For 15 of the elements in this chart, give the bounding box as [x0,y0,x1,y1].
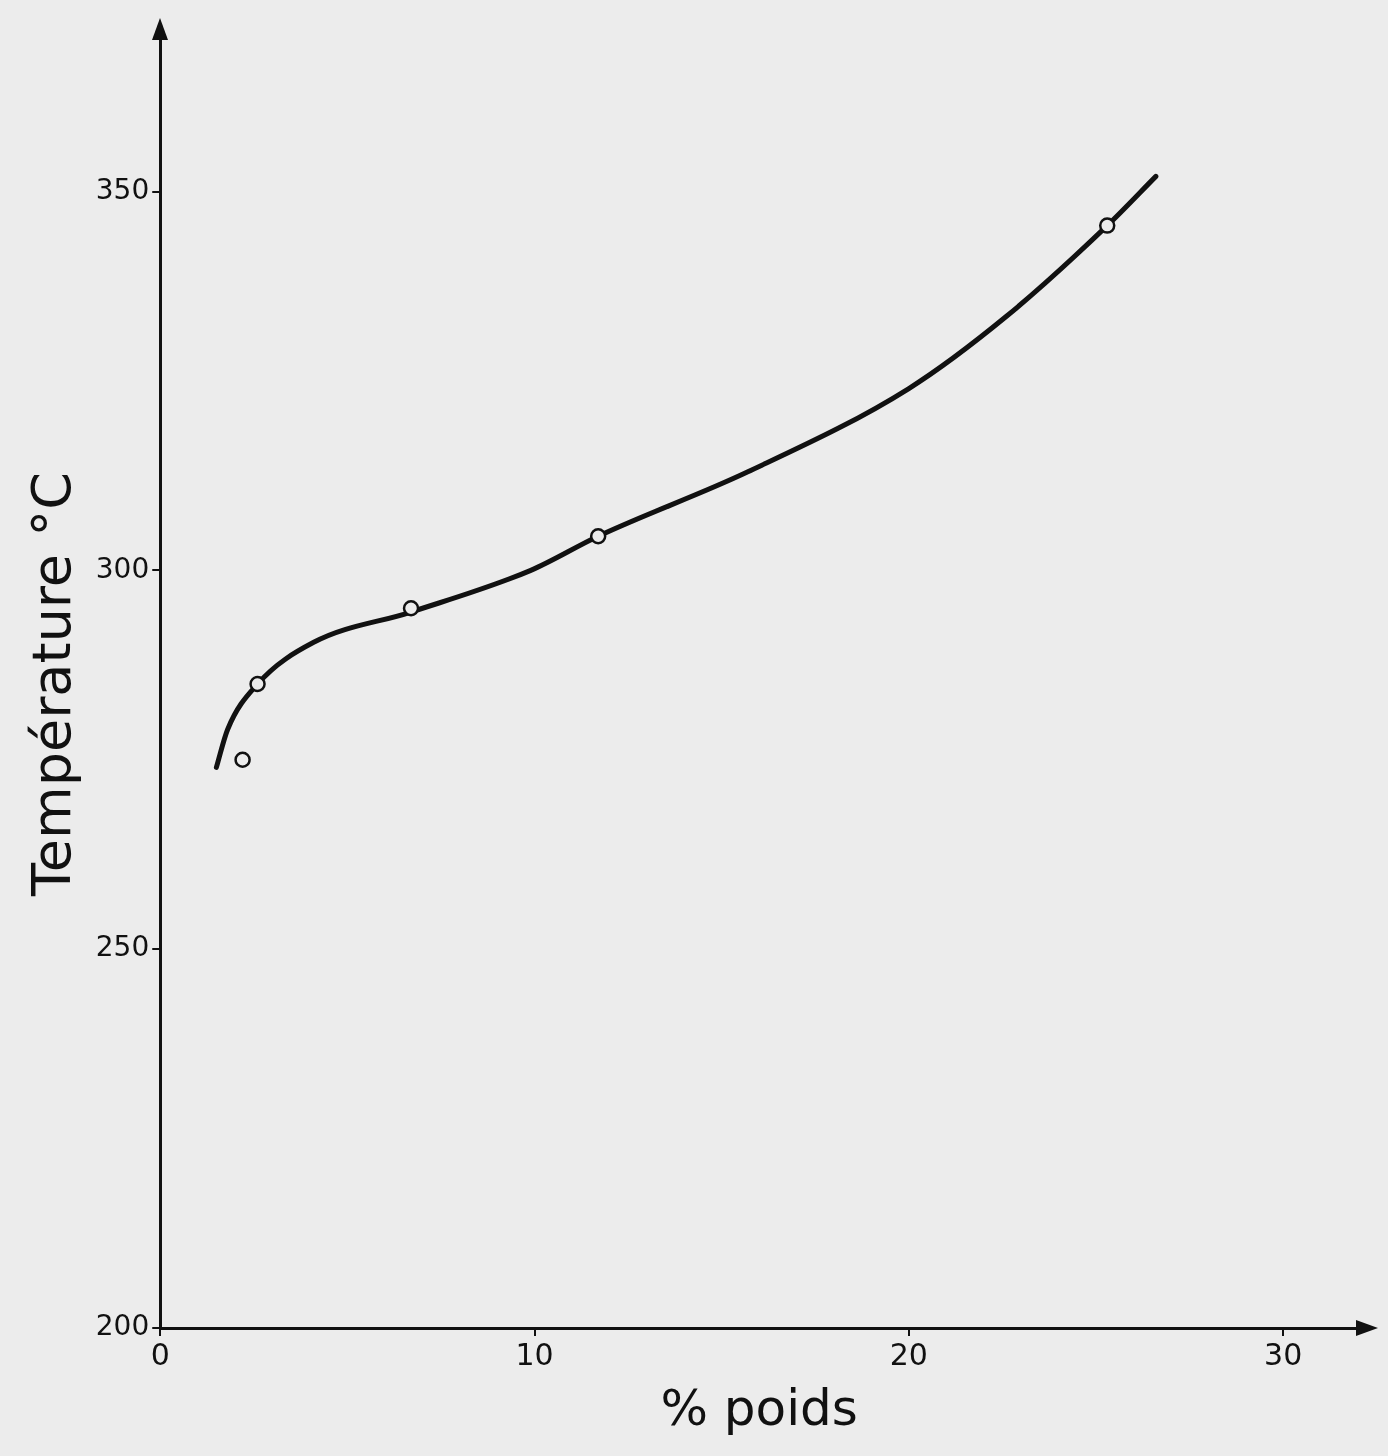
y-tick-label: 200 [95,1309,150,1343]
x-tick-label: 0 [150,1336,170,1372]
point [402,599,420,617]
x-axis-title: % poids [660,1378,858,1437]
y-axis-title: Température °C [20,472,84,897]
x-tick-label: 10 [515,1336,554,1372]
point [589,528,607,545]
x-tick-label: 20 [889,1336,928,1372]
point [249,675,266,693]
y-tick-label: 300 [95,551,150,585]
y-tick-label: 250 [95,930,150,964]
point [1098,217,1116,234]
y-tick-label: 350 [95,172,150,206]
point [234,751,251,769]
x-tick-label: 30 [1264,1336,1303,1372]
